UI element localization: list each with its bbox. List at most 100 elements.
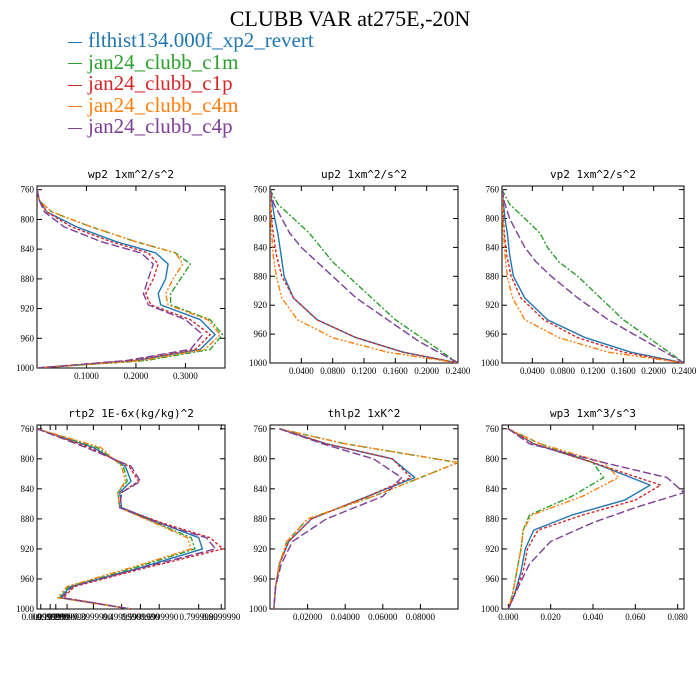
y-tick-label: 760 (254, 185, 268, 195)
legend-swatch (68, 84, 82, 86)
legend-label: jan24_clubb_c1m (88, 49, 239, 74)
x-tick-label: 0.4999990 (102, 612, 141, 622)
series-line (37, 428, 204, 609)
x-tick-label: 0.06000 (368, 612, 398, 622)
plot-frame (269, 185, 459, 364)
series-line (273, 428, 416, 609)
y-tick-label: 840 (254, 484, 268, 494)
y-tick-label: 1000 (481, 358, 500, 368)
legend-entry: jan24_clubb_c1p (68, 71, 314, 96)
x-tick-label: 0.080 (668, 612, 689, 622)
x-tick-label: 0.1200 (581, 366, 606, 376)
plot-frame (36, 185, 226, 369)
panel: wp3 1xm^3/s^3 760 800 840 880 920 960 10000.000… (481, 407, 688, 622)
panel: up2 1xm^2/s^2 760 800 840 880 920 960 1000 0.040… (249, 168, 471, 376)
x-tick-label: 0.2400 (672, 366, 697, 376)
y-tick-label: 880 (254, 271, 268, 281)
legend-entry: jan24_clubb_c1m (68, 49, 314, 74)
series-line (270, 189, 458, 363)
legend: flthist134.000f_xp2_revert jan24_clubb_c1… (68, 28, 314, 139)
series-line (270, 189, 458, 363)
panel-title: wp2 1xm^2/s^2 (88, 168, 174, 181)
series-line (273, 428, 458, 609)
x-tick-label: 0.060 (625, 612, 646, 622)
series-line (270, 189, 458, 363)
x-tick-label: 0.2999990 (48, 612, 87, 622)
y-tick-label: 840 (21, 244, 35, 254)
x-tick-label: 0.0800 (550, 366, 575, 376)
x-tick-label: 0.2000 (124, 371, 149, 381)
series-line (502, 189, 684, 363)
y-tick-label: 960 (21, 574, 35, 584)
series-line (37, 189, 211, 368)
x-tick-label: 0.8999990 (202, 612, 241, 622)
x-tick-label: 0.2400 (446, 366, 471, 376)
y-tick-label: 920 (486, 300, 500, 310)
series-line (273, 428, 403, 609)
x-tick-label: 0.3999990 (74, 612, 113, 622)
x-tick-label: 0.000 (498, 612, 519, 622)
legend-swatch (68, 106, 82, 108)
x-tick-label: 0.1000 (74, 371, 99, 381)
panel-title: rtp2 1E-6x(kg/kg)^2 (68, 407, 194, 420)
x-tick-label: 0.0400 (289, 366, 314, 376)
x-tick-label: 0.7999990 (180, 612, 219, 622)
x-tick-label: 0.0800 (320, 366, 345, 376)
legend-label: jan24_clubb_c1p (88, 71, 233, 96)
x-tick-label: 0.0400 (520, 366, 545, 376)
panel-title: wp3 1xm^3/s^3 (550, 407, 636, 420)
plot-frame (269, 424, 459, 610)
legend-label: flthist134.000f_xp2_revert (88, 28, 314, 52)
y-tick-label: 760 (21, 185, 35, 195)
y-tick-label: 960 (254, 329, 268, 339)
series-line (37, 189, 221, 368)
x-tick-label: 0.08000 (406, 612, 436, 622)
x-tick-label: 0.1200 (352, 366, 377, 376)
x-tick-label: 0.1600 (611, 366, 636, 376)
x-tick-label: 0.04000 (331, 612, 361, 622)
series-line (37, 428, 224, 609)
legend-swatch (68, 128, 82, 130)
series-line (502, 189, 684, 363)
y-tick-label: 840 (21, 484, 35, 494)
series-line (37, 189, 224, 368)
y-tick-label: 880 (21, 514, 35, 524)
x-tick-label: 0.6999990 (140, 612, 179, 622)
y-tick-label: 1000 (249, 358, 268, 368)
x-tick-label: 0.2000 (641, 366, 666, 376)
series-line (273, 428, 458, 609)
x-tick-label: 0.0999990 (31, 612, 70, 622)
legend-entry: flthist134.000f_xp2_revert (68, 28, 314, 52)
series-line (502, 189, 684, 363)
y-tick-label: 1000 (249, 604, 268, 614)
panel: wp2 1xm^2/s^2 760 800 840 880 920 960 1000 0.100… (16, 168, 226, 381)
legend-swatch (68, 41, 82, 43)
legend-label: jan24_clubb_c4p (88, 114, 233, 139)
panel-title: vp2 1xm^2/s^2 (550, 168, 636, 181)
series-line (37, 428, 192, 609)
y-tick-label: 1000 (16, 604, 35, 614)
x-tick-label: 0.5999990 (121, 612, 160, 622)
y-tick-label: 960 (254, 574, 268, 584)
y-tick-label: 760 (486, 185, 500, 195)
plot-frame (501, 185, 685, 364)
y-tick-label: 1000 (481, 604, 500, 614)
y-tick-label: 880 (486, 514, 500, 524)
legend-label: jan24_clubb_c4m (88, 92, 239, 117)
legend-entry: jan24_clubb_c4m (68, 92, 314, 117)
x-tick-label: 0.0099999 (22, 612, 61, 622)
y-tick-label: 800 (486, 454, 500, 464)
y-tick-label: 840 (486, 242, 500, 252)
series-line (502, 189, 684, 363)
x-tick-label: 0.1999990 (37, 612, 76, 622)
y-tick-label: 760 (254, 424, 268, 434)
legend-swatch (68, 63, 82, 65)
panel: thlp2 1xK^2 760 800 840 880 920 960 1000 0.02000… (249, 407, 459, 622)
panel-title: up2 1xm^2/s^2 (321, 168, 407, 181)
x-tick-label: 0.020 (541, 612, 562, 622)
series-line (37, 189, 216, 368)
y-tick-label: 920 (21, 544, 35, 554)
y-tick-label: 800 (21, 214, 35, 224)
